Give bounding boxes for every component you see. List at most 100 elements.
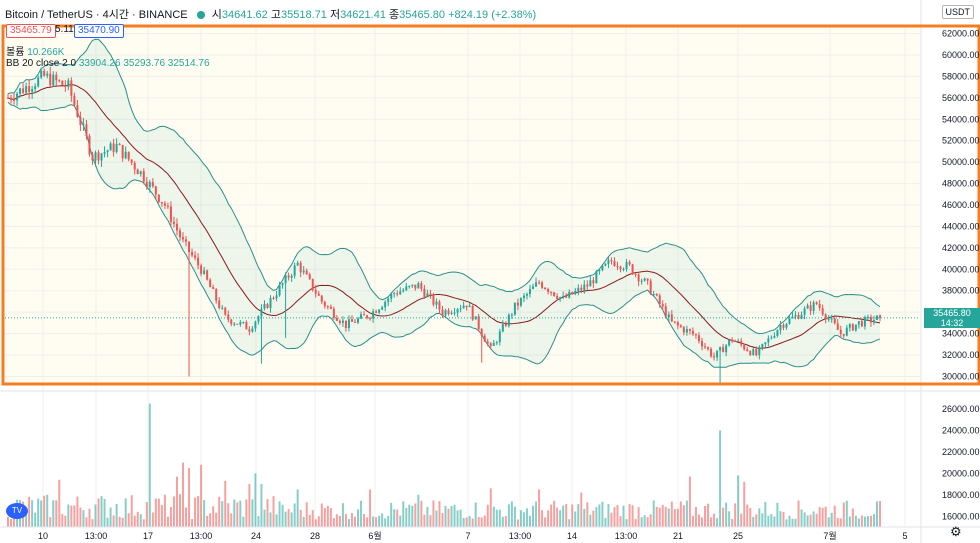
volume-bar	[215, 512, 218, 527]
volume-bar	[369, 489, 372, 527]
volume-bar	[136, 511, 139, 527]
volume-bar	[28, 496, 31, 527]
symbol-title[interactable]: Bitcoin / TetherUS · 4시간 · BINANCE	[5, 9, 188, 21]
candle-body	[200, 265, 203, 274]
volume-bar	[860, 515, 863, 527]
candle-body	[707, 347, 710, 350]
candle-body	[233, 323, 236, 325]
volume-bar	[450, 505, 453, 527]
volume-bar	[857, 518, 860, 527]
volume-bar	[100, 496, 103, 527]
candle-body	[797, 314, 800, 319]
volume-bar	[456, 510, 459, 527]
candle-body	[631, 264, 634, 275]
price-tick-label: 52000.00	[942, 136, 980, 146]
volume-bar	[118, 516, 121, 527]
volume-bar	[498, 509, 501, 527]
candle-body	[88, 136, 91, 155]
candle-body	[429, 293, 432, 295]
candle-body	[652, 294, 655, 296]
candle-body	[697, 335, 700, 342]
volume-bar	[634, 518, 637, 527]
volume-bar	[532, 505, 535, 527]
volume-bar	[429, 515, 432, 527]
volume-bar	[465, 517, 468, 527]
candle-body	[640, 280, 643, 282]
buy-button[interactable]: 35470.90	[74, 24, 124, 38]
volume-bar	[91, 519, 94, 527]
volume-bar	[869, 515, 872, 527]
volume-bar	[269, 512, 272, 527]
candle-body	[302, 270, 305, 273]
volume-bar	[142, 519, 145, 527]
time-tick-label: 21	[673, 531, 683, 541]
candle-body	[338, 320, 341, 323]
volume-bar	[121, 517, 124, 527]
volume-bar	[381, 513, 384, 527]
volume-bar	[423, 514, 426, 527]
volume-bar	[541, 510, 544, 527]
volume-bar	[616, 505, 619, 527]
volume-bar	[314, 519, 317, 527]
time-tick-label: 13:00	[615, 531, 638, 541]
candle-body	[586, 284, 589, 287]
candle-body	[664, 306, 667, 318]
volume-bar	[782, 511, 785, 527]
candle-body	[46, 73, 49, 76]
volume-bar	[203, 500, 206, 527]
candle-body	[477, 316, 480, 330]
volume-bar	[329, 508, 332, 527]
candle-body	[528, 288, 531, 294]
candle-body	[513, 302, 516, 315]
candle-body	[625, 261, 628, 269]
candle-body	[845, 327, 848, 336]
candle-body	[842, 333, 845, 336]
volume-bar	[266, 499, 269, 527]
candle-body	[734, 340, 737, 342]
volume-bar	[320, 503, 323, 527]
price-tick-label: 34000.00	[942, 329, 980, 339]
volume-bar	[471, 518, 474, 527]
volume-bar	[800, 509, 803, 527]
volume-bar	[40, 500, 43, 527]
candle-body	[755, 349, 758, 356]
volume-bar	[94, 504, 97, 527]
candle-body	[347, 319, 350, 329]
candle-body	[770, 337, 773, 339]
candle-body	[432, 294, 435, 305]
bb-legend[interactable]: BB 20 close 2 0 33904.26 35293.76 32514.…	[6, 58, 210, 69]
candle-body	[31, 89, 34, 92]
currency-button[interactable]: USDT	[941, 5, 974, 19]
volume-bar	[812, 511, 815, 527]
candle-body	[366, 315, 369, 319]
candle-body	[353, 321, 356, 323]
volume-bar	[703, 505, 706, 527]
sell-button[interactable]: 35465.79	[6, 24, 56, 38]
volume-bar	[254, 473, 257, 527]
candle-body	[483, 335, 486, 342]
candle-body	[703, 346, 706, 348]
volume-bar	[697, 514, 700, 527]
candle-body	[776, 330, 779, 337]
volume-bar	[13, 515, 16, 527]
volume-bar	[562, 505, 565, 527]
gear-icon[interactable]: ⚙	[950, 524, 962, 539]
volume-bar	[646, 517, 649, 527]
volume-bar	[872, 514, 875, 527]
volume-legend[interactable]: 볼륨 10.266K	[6, 43, 64, 58]
tradingview-logo-icon[interactable]: TV	[6, 503, 28, 519]
time-tick-label: 5	[902, 531, 907, 541]
candle-body	[396, 293, 399, 295]
volume-bar	[390, 502, 393, 527]
time-tick-label: 24	[251, 531, 261, 541]
volume-bar	[827, 517, 830, 527]
candle-body	[317, 293, 320, 296]
volume-bar	[631, 505, 634, 527]
volume-bar	[577, 504, 580, 527]
volume-bar	[785, 519, 788, 527]
candle-body	[863, 317, 866, 327]
volume-bar	[622, 505, 625, 527]
volume-bar	[670, 501, 673, 527]
volume-bar	[426, 506, 429, 527]
